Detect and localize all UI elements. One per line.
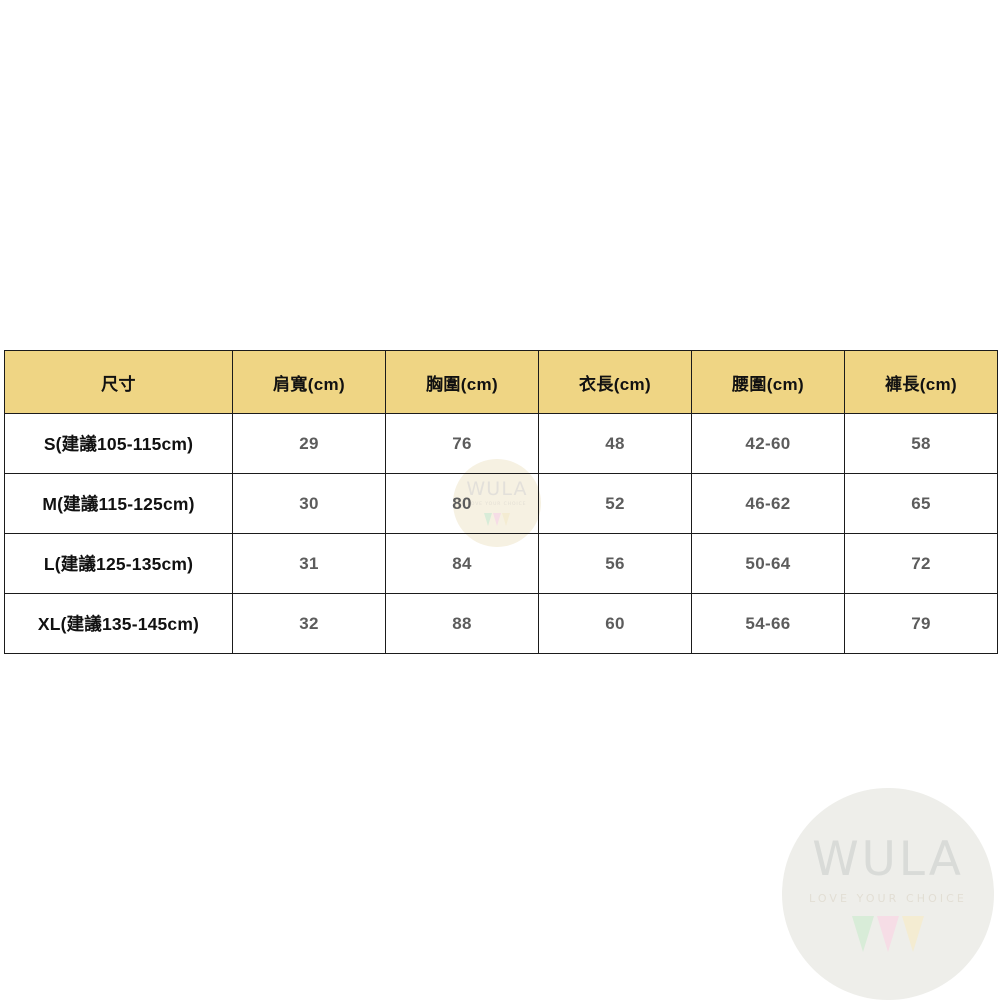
watermark-tagline-text: LOVE YOUR CHOICE <box>809 892 967 905</box>
cell-shoulder: 32 <box>232 593 386 654</box>
size-chart-container: 尺寸 肩寬(cm) 胸圍(cm) 衣長(cm) 腰圍(cm) 褲長(cm) S(… <box>4 350 998 654</box>
table-row: XL(建議135-145cm) 32 88 60 54-66 79 <box>4 593 998 654</box>
cell-length: 52 <box>538 473 692 534</box>
watermark-brand-text: WULA <box>812 832 964 887</box>
cell-pants-length: 72 <box>844 533 998 594</box>
column-header-size: 尺寸 <box>4 350 233 414</box>
size-chart-header: 尺寸 肩寬(cm) 胸圍(cm) 衣長(cm) 腰圍(cm) 褲長(cm) <box>4 350 998 414</box>
table-header-row: 尺寸 肩寬(cm) 胸圍(cm) 衣長(cm) 腰圍(cm) 褲長(cm) <box>4 350 998 414</box>
cell-length: 56 <box>538 533 692 594</box>
cell-waist: 54-66 <box>691 593 845 654</box>
triangle-pink-icon <box>877 916 899 952</box>
cell-waist: 46-62 <box>691 473 845 534</box>
cell-bust: 80 <box>385 473 539 534</box>
cell-shoulder: 29 <box>232 413 386 474</box>
cell-size: L(建議125-135cm) <box>4 533 233 594</box>
triangle-green-icon <box>852 916 874 952</box>
size-chart-table: 尺寸 肩寬(cm) 胸圍(cm) 衣長(cm) 腰圍(cm) 褲長(cm) S(… <box>4 350 998 654</box>
cell-length: 48 <box>538 413 692 474</box>
cell-bust: 76 <box>385 413 539 474</box>
table-row: S(建議105-115cm) 29 76 48 42-60 58 <box>4 413 998 474</box>
cell-size: XL(建議135-145cm) <box>4 593 233 654</box>
size-chart-body: S(建議105-115cm) 29 76 48 42-60 58 M(建議115… <box>4 413 998 654</box>
cell-waist: 50-64 <box>691 533 845 594</box>
cell-shoulder: 30 <box>232 473 386 534</box>
cell-pants-length: 65 <box>844 473 998 534</box>
column-header-waist: 腰圍(cm) <box>691 350 845 414</box>
watermark-triangles <box>852 916 924 952</box>
table-row: M(建議115-125cm) 30 80 52 46-62 65 <box>4 473 998 534</box>
column-header-pants-length: 褲長(cm) <box>844 350 998 414</box>
cell-size: S(建議105-115cm) <box>4 413 233 474</box>
cell-size: M(建議115-125cm) <box>4 473 233 534</box>
triangle-yellow-icon <box>902 916 924 952</box>
cell-shoulder: 31 <box>232 533 386 594</box>
cell-pants-length: 58 <box>844 413 998 474</box>
column-header-bust: 胸圍(cm) <box>385 350 539 414</box>
table-row: L(建議125-135cm) 31 84 56 50-64 72 <box>4 533 998 594</box>
cell-length: 60 <box>538 593 692 654</box>
cell-waist: 42-60 <box>691 413 845 474</box>
cell-bust: 84 <box>385 533 539 594</box>
watermark-large: WULA LOVE YOUR CHOICE <box>782 788 994 1000</box>
column-header-length: 衣長(cm) <box>538 350 692 414</box>
column-header-shoulder: 肩寬(cm) <box>232 350 386 414</box>
cell-bust: 88 <box>385 593 539 654</box>
cell-pants-length: 79 <box>844 593 998 654</box>
